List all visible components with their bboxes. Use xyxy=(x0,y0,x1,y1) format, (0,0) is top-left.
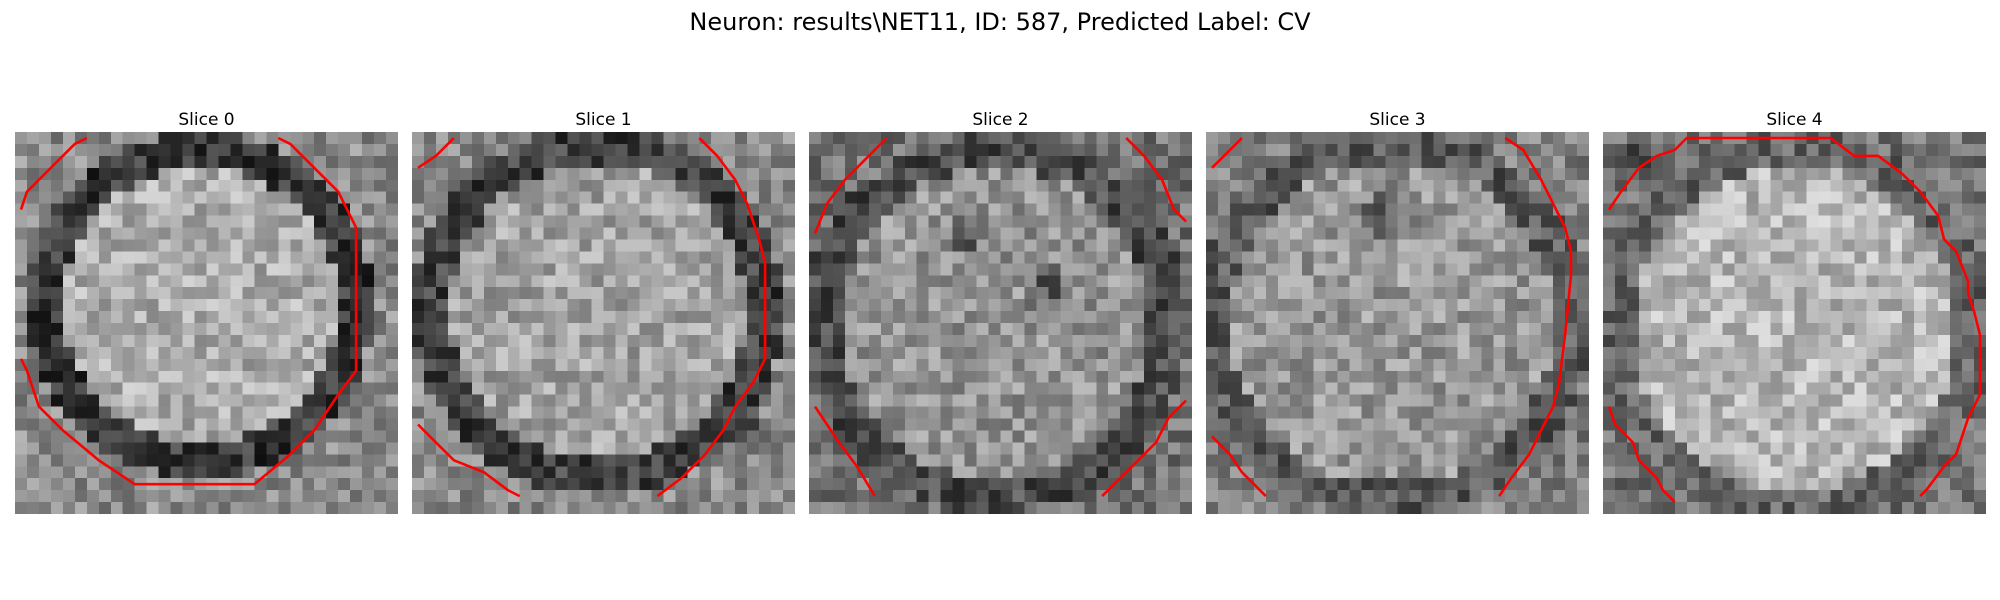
slice-title-0: Slice 0 xyxy=(178,110,235,130)
slice-panel-0: Slice 0 xyxy=(15,108,398,514)
slice-title-2: Slice 2 xyxy=(972,110,1029,130)
contour-line-0 xyxy=(1607,136,1982,498)
slice-image-4 xyxy=(1603,132,1986,514)
contour-line-0 xyxy=(19,136,88,211)
contour-line-2 xyxy=(417,423,521,498)
contour-line-0 xyxy=(1211,137,1243,169)
contour-line-1 xyxy=(1125,137,1187,223)
contour-line-1 xyxy=(656,137,767,498)
contour-line-1 xyxy=(19,136,358,486)
contour-line-0 xyxy=(813,137,888,234)
contour-line-2 xyxy=(813,405,876,497)
slice-panel-2: Slice 2 xyxy=(809,108,1192,514)
contour-line-1 xyxy=(1498,136,1573,497)
slice-panel-4: Slice 4 xyxy=(1603,108,1986,514)
slice-svg-1 xyxy=(412,132,795,514)
slice-title-3: Slice 3 xyxy=(1369,110,1426,130)
contour-line-2 xyxy=(1211,435,1267,498)
pixel-grid xyxy=(1206,132,1589,514)
slice-svg-0 xyxy=(15,132,398,514)
slice-svg-4 xyxy=(1603,132,1986,514)
slice-image-2 xyxy=(809,132,1192,514)
slice-svg-3 xyxy=(1206,132,1589,514)
contour-line-1 xyxy=(1607,406,1676,504)
contour-line-3 xyxy=(1101,399,1187,498)
pixel-grid xyxy=(412,132,795,514)
slice-panel-1: Slice 1 xyxy=(412,108,795,514)
figure-title: Neuron: results\NET11, ID: 587, Predicte… xyxy=(689,8,1311,36)
slice-title-4: Slice 4 xyxy=(1766,110,1823,130)
slice-image-1 xyxy=(412,132,795,514)
pixel-grid xyxy=(1603,132,1986,514)
slice-image-3 xyxy=(1206,132,1589,514)
pixel-grid xyxy=(809,132,1192,514)
slice-panel-3: Slice 3 xyxy=(1206,108,1589,514)
slice-image-0 xyxy=(15,132,398,514)
slice-title-1: Slice 1 xyxy=(575,110,632,130)
pixel-grid xyxy=(15,132,398,514)
slice-svg-2 xyxy=(809,132,1192,514)
contour-line-0 xyxy=(417,137,455,169)
